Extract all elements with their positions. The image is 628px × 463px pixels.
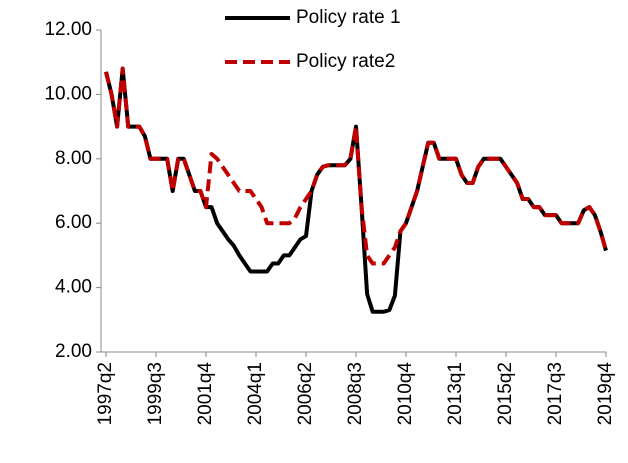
x-tick-label: 2017q3 — [545, 362, 566, 425]
x-tick-label: 2010q4 — [395, 362, 416, 426]
y-tick-label: 2.00 — [55, 341, 92, 362]
x-tick-label: 1997q2 — [95, 362, 116, 425]
legend-label: Policy rate 1 — [296, 7, 401, 28]
x-tick-label: 1999q3 — [145, 362, 166, 425]
x-tick-label: 2006q2 — [295, 362, 316, 425]
x-tick-label: 2008q3 — [345, 362, 366, 425]
y-tick-label: 6.00 — [55, 212, 92, 233]
line-series — [104, 66, 608, 314]
y-tick-label: 12.00 — [44, 19, 92, 40]
x-tick-label: 2015q2 — [495, 362, 516, 425]
legend-label: Policy rate2 — [296, 51, 395, 72]
y-tick-label: 4.00 — [55, 277, 92, 298]
y-tick-label: 10.00 — [44, 83, 92, 104]
x-tick-label: 2019q4 — [595, 362, 616, 426]
y-tick-label: 8.00 — [55, 148, 92, 169]
line-series — [104, 66, 608, 266]
x-tick-label: 2004q1 — [245, 362, 266, 425]
x-tick-label: 2013q1 — [445, 362, 466, 425]
x-tick-label: 2001q4 — [195, 362, 216, 426]
